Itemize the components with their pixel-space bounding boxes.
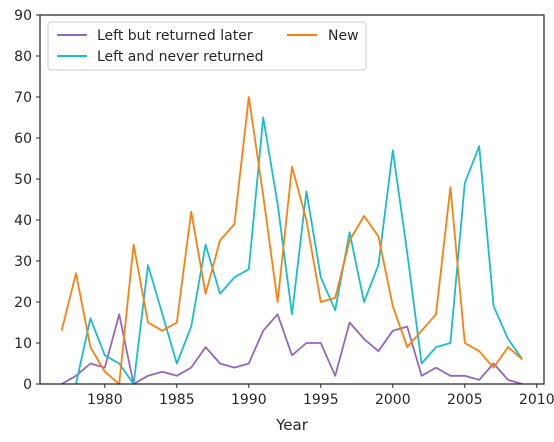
x-tick-label: 1990 (231, 392, 267, 408)
y-tick-label: 30 (14, 254, 32, 270)
y-tick-label: 10 (14, 336, 32, 352)
x-axis-ticks: 1980 1985 1990 1995 2000 2005 2010 (87, 384, 554, 408)
y-tick-label: 80 (14, 49, 32, 65)
x-tick-label: 2010 (519, 392, 554, 408)
series-line-left-but-returned-later (61, 313, 523, 385)
legend-label-left-and-never-returned: Left and never returned (97, 49, 263, 65)
x-tick-label: 1995 (303, 392, 339, 408)
plot-frame (39, 14, 545, 385)
x-tick-label: 1985 (159, 392, 195, 408)
y-axis-ticks: 0 10 20 30 40 50 60 70 80 90 (14, 8, 40, 393)
x-axis-label: Year (275, 416, 309, 434)
legend-label-new: New (328, 28, 359, 44)
y-tick-label: 60 (14, 131, 32, 147)
y-tick-label: 50 (14, 172, 32, 188)
x-tick-label: 1980 (87, 392, 123, 408)
y-tick-label: 20 (14, 295, 32, 311)
legend-label-left-but-returned-later: Left but returned later (97, 28, 253, 44)
series-line-left-and-never-returned (75, 116, 524, 385)
plot-lines (60, 96, 524, 385)
legend: Left but returned later Left and never r… (47, 21, 367, 71)
x-tick-label: 2000 (375, 392, 411, 408)
y-tick-label: 40 (14, 213, 32, 229)
series-line-new (60, 96, 523, 385)
x-tick-label: 2005 (447, 392, 483, 408)
y-tick-label: 70 (14, 90, 32, 106)
y-tick-label: 90 (14, 8, 32, 24)
y-tick-label: 0 (23, 377, 32, 393)
legend-box (47, 21, 367, 71)
